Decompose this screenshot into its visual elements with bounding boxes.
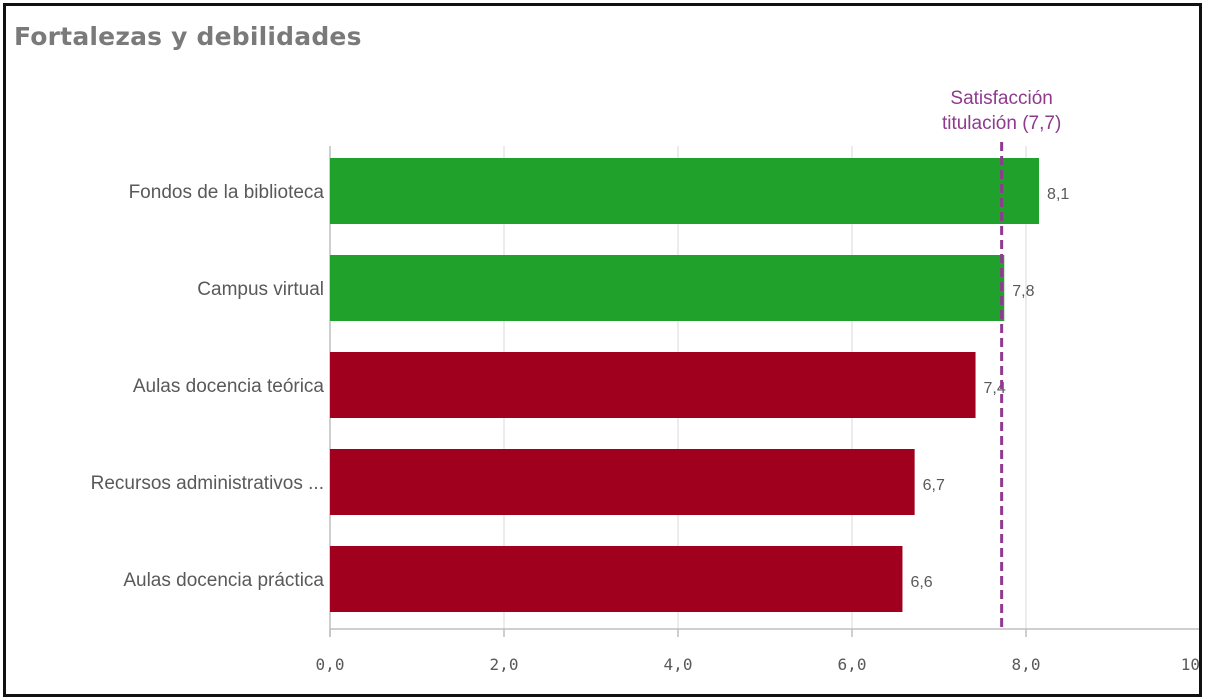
category-label: Aulas docencia teórica: [133, 376, 325, 397]
category-label: Campus virtual: [197, 279, 324, 300]
bar: [330, 546, 903, 612]
value-label: 6,7: [923, 477, 945, 494]
value-label: 7,8: [1012, 283, 1034, 300]
x-tick-label: 10,0: [1181, 655, 1199, 674]
bar: [330, 158, 1040, 224]
category-label: Aulas docencia práctica: [123, 570, 324, 591]
bar: [330, 352, 976, 418]
value-label: 8,1: [1047, 186, 1069, 203]
category-label: Recursos administrativos ...: [91, 473, 324, 494]
x-tick-label: 4,0: [664, 655, 693, 674]
x-tick-label: 8,0: [1012, 655, 1041, 674]
bar: [330, 449, 915, 515]
reference-line-label: Satisfacción: [950, 88, 1052, 109]
chart-title: Fortalezas y debilidades: [14, 22, 362, 51]
value-label: 6,6: [910, 574, 932, 591]
x-tick-label: 2,0: [490, 655, 519, 674]
chart-panel: Fortalezas y debilidades 0,0 2,0 4,0 6,0 8,0…: [3, 3, 1202, 697]
bar-chart: 0,0 2,0 4,0 6,0 8,0 10,0 Fondos de la bibliote…: [91, 88, 1199, 674]
reference-line-label: titulación (7,7): [942, 113, 1061, 134]
x-tick-label: 6,0: [838, 655, 867, 674]
category-label: Fondos de la biblioteca: [129, 182, 325, 203]
x-tick-label: 0,0: [316, 655, 345, 674]
bar: [330, 255, 1005, 321]
